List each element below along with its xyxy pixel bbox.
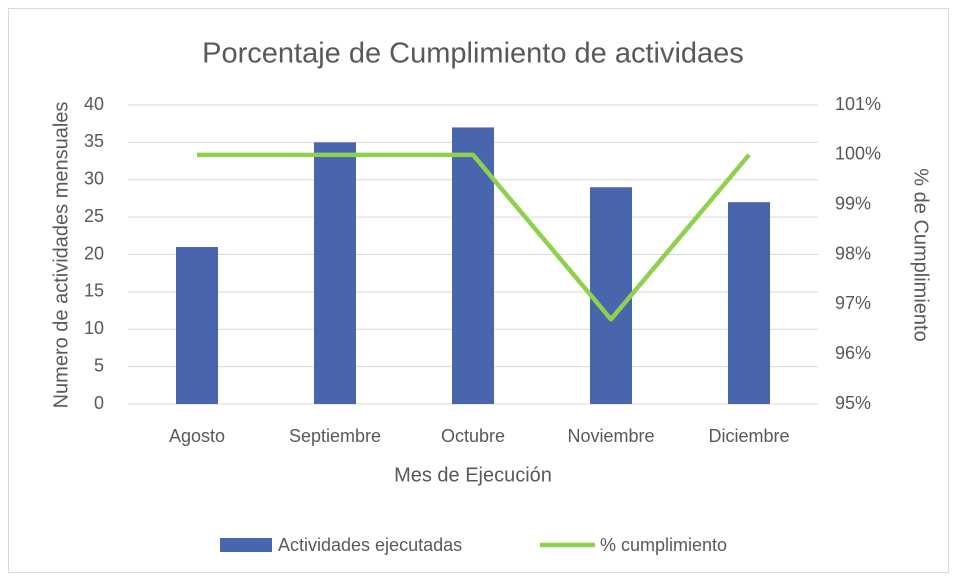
y2-tick-label: 97%	[835, 293, 871, 313]
y2-tick-label: 96%	[835, 343, 871, 363]
y-tick-label: 25	[84, 206, 104, 226]
y2-tick-label: 101%	[835, 94, 881, 114]
legend-label: Actividades ejecutadas	[278, 535, 462, 555]
line	[197, 152, 751, 322]
x-tick-label: Diciembre	[708, 426, 789, 446]
y-tick-label: 35	[84, 131, 104, 151]
x-tick-label: Noviembre	[567, 426, 654, 446]
y2-tick-label: 98%	[835, 243, 871, 263]
x-tick-label: Agosto	[169, 426, 225, 446]
y2-tick-label: 100%	[835, 144, 881, 164]
y2-axis-label: % de Cumplimiento	[910, 168, 932, 341]
bar	[728, 202, 770, 404]
chart-title: Porcentaje de Cumplimiento de actividaes	[202, 38, 744, 70]
y-tick-label: 0	[94, 393, 104, 413]
y-tick-label: 40	[84, 94, 104, 114]
y-tick-label: 15	[84, 281, 104, 301]
y-tick-label: 10	[84, 318, 104, 338]
bar	[314, 142, 356, 404]
x-tick-label: Octubre	[441, 426, 505, 446]
y-tick-label: 20	[84, 243, 104, 263]
y2-tick-label: 99%	[835, 193, 871, 213]
y-axis-label: Numero de actividades mensuales	[50, 102, 72, 409]
y-tick-label: 30	[84, 169, 104, 189]
legend-label: % cumplimiento	[600, 535, 727, 555]
bar	[590, 187, 632, 404]
x-axis-label: Mes de Ejecución	[394, 464, 552, 486]
x-tick-label: Septiembre	[289, 426, 381, 446]
y-tick-label: 5	[94, 355, 104, 375]
legend-swatch	[220, 538, 272, 552]
bar	[176, 247, 218, 404]
y2-tick-label: 95%	[835, 393, 871, 413]
